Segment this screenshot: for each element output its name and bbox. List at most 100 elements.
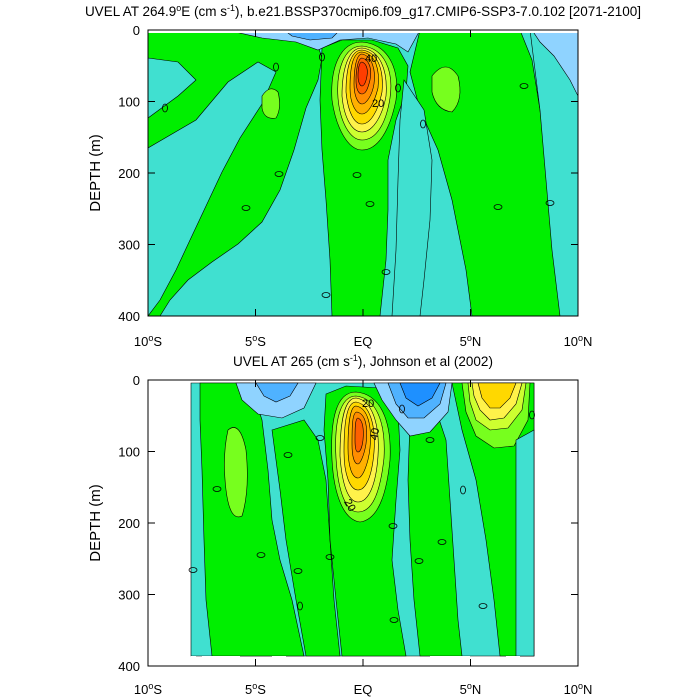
contour-label-0 [321,292,331,298]
contour-label-0 [241,205,251,211]
panel2-contour-field [148,380,578,666]
contour-label-0 [389,617,399,623]
y-tick-label: 200 [118,516,140,531]
negative-surface-band-west-inner [255,382,299,403]
y-tick-label: 200 [118,166,140,181]
panel2-y-axis-label: DEPTH (m) [87,484,104,562]
contour-label-0 [352,172,362,178]
negative-surface-band-outer [225,30,421,53]
x-tick-label: 10oN [564,681,593,697]
panel1-axes [147,29,579,317]
contour-label-0 [420,119,426,129]
contour-label-0 [437,539,447,545]
contour-label-0 [460,485,466,495]
contour-label-0 [274,171,284,177]
core-layer-7 [354,417,364,453]
blank-notch [191,656,196,662]
contour-label-0 [162,103,168,113]
contour-label-0 [283,452,293,458]
contour-label-0 [519,83,529,89]
blank-notch [191,662,578,666]
panel1-zero-labels [162,52,555,298]
positive-blob-west [261,88,280,119]
zero-strip-far-east [529,30,578,316]
y-tick-label: 0 [133,23,140,38]
blank-notch [272,656,286,662]
x-tick-label: 10oS [134,333,162,349]
x-tick-label: 5oS [245,333,266,349]
x-tick-label: 10oS [134,681,162,697]
contour-label-0 [188,567,198,573]
x-tick-label: EQ [354,682,373,697]
x-tick-label: 10oN [564,333,593,349]
zero-region-west-deep [148,61,277,316]
x-tick-label: 5oS [245,681,266,697]
contour-label-0 [256,552,266,558]
undercurrent-core [331,391,391,523]
panel1-y-ticks [148,29,578,317]
bottom-blank-notches [191,656,578,666]
contour-label-0 [414,558,424,564]
blank-notch [430,656,470,662]
undercurrent-core [331,41,398,151]
contour-label-0 [529,410,535,420]
y-tick-label: 400 [118,309,140,324]
y-tick-label: 300 [118,588,140,603]
panel1-title: UVEL AT 264.9oE (cm s-1), b.e21.BSSP370c… [85,3,641,19]
negative-surface-east [531,30,578,97]
y-tick-label: 400 [118,659,140,674]
x-tick-label: EQ [354,334,373,349]
panel2-axes [147,379,579,667]
contour-label-0 [388,523,398,529]
contour-label-0 [273,62,279,72]
contour-label-0 [212,486,222,492]
contour-label-20: 20 [372,98,384,110]
contour-label-0 [395,83,401,93]
panel2-x-tick-labels: 10oS 5oS EQ 5oN 10oN [134,681,593,697]
panel2-title: UVEL AT 265 (cm s-1), Johnson et al (200… [233,353,493,369]
zero-wedge-east [391,79,433,316]
x-tick-label: 5oN [460,681,482,697]
zero-region-west-shallow [148,57,197,119]
panel1-contour-field [148,30,578,316]
y-tick-label: 300 [118,238,140,253]
panel2-x-ticks [147,380,579,666]
contour-label-0 [293,568,303,574]
y-tick-label: 0 [133,373,140,388]
contour-label-0 [545,200,555,206]
contour-label-0 [381,269,391,275]
contour-label-0 [315,435,325,441]
panel1-x-ticks [147,30,579,316]
positive-region-east [407,409,463,657]
blank-notch [202,656,240,662]
contour-label-0 [325,554,335,560]
positive-blob-east [431,66,461,113]
contour-label-0 [478,603,488,609]
panel-model: UVEL AT 264.9oE (cm s-1), b.e21.BSSP370c… [85,3,641,349]
y-tick-label: 100 [118,95,140,110]
contour-label-0 [399,404,405,414]
contour-label-20: 20 [341,497,358,514]
zero-strip-far-east [515,429,535,657]
positive-region-midwest [271,419,341,657]
panel-observations: UVEL AT 265 (cm s-1), Johnson et al (200… [87,353,592,697]
panel2-y-tick-labels: 0 100 200 300 400 [118,373,140,674]
positive-band-far-east-level5 [477,382,517,409]
contour-label-0 [319,52,325,62]
contour-label-20: 20 [362,398,374,410]
core-layer-8 [357,61,368,87]
y-tick-label: 100 [118,445,140,460]
positive-blob-west [224,427,248,518]
negative-surface-band-east-inner [399,382,441,407]
panel1-y-tick-labels: 0 100 200 300 400 [118,23,140,324]
blank-notch [506,656,520,662]
contour-label-40: 40 [365,53,377,65]
panel1-y-axis-label: DEPTH (m) [87,134,104,212]
contour-label-0 [425,437,435,443]
panel2-zero-labels [188,404,535,623]
contour-label-0 [493,204,503,210]
x-tick-label: 5oN [460,333,482,349]
contour-label-0 [297,601,303,611]
contour-label-0 [365,201,375,207]
